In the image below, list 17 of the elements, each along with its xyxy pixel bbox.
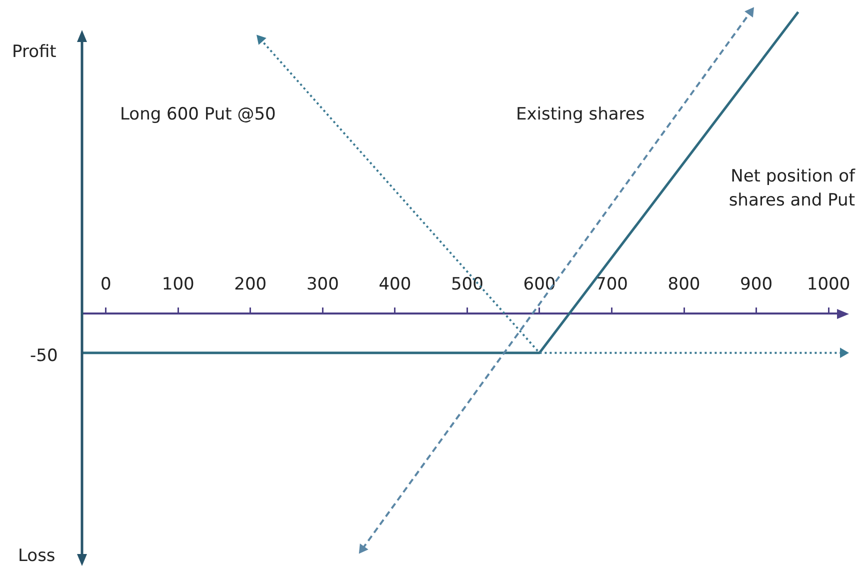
x-tick-label: 200: [234, 274, 267, 294]
x-tick-label: 900: [740, 274, 773, 294]
x-tick-label: 400: [378, 274, 412, 294]
x-tick-label: 1000: [806, 274, 850, 294]
series-label: Long 600 Put @50: [120, 104, 276, 124]
text: Net position of shares and Put: [728, 166, 856, 210]
x-tick-label: 700: [596, 274, 628, 294]
x-tick-label: 100: [162, 274, 194, 294]
text: Loss: [18, 546, 56, 566]
x-tick-label: 0: [100, 274, 112, 294]
x-tick-label: 800: [668, 274, 700, 294]
text: -50: [30, 346, 58, 366]
x-tick-label: 600: [523, 274, 556, 294]
x-tick-label: 300: [306, 274, 339, 294]
text: Profit: [12, 42, 56, 62]
x-tick-label: 500: [450, 274, 484, 294]
series-label: Existing shares: [516, 104, 645, 124]
